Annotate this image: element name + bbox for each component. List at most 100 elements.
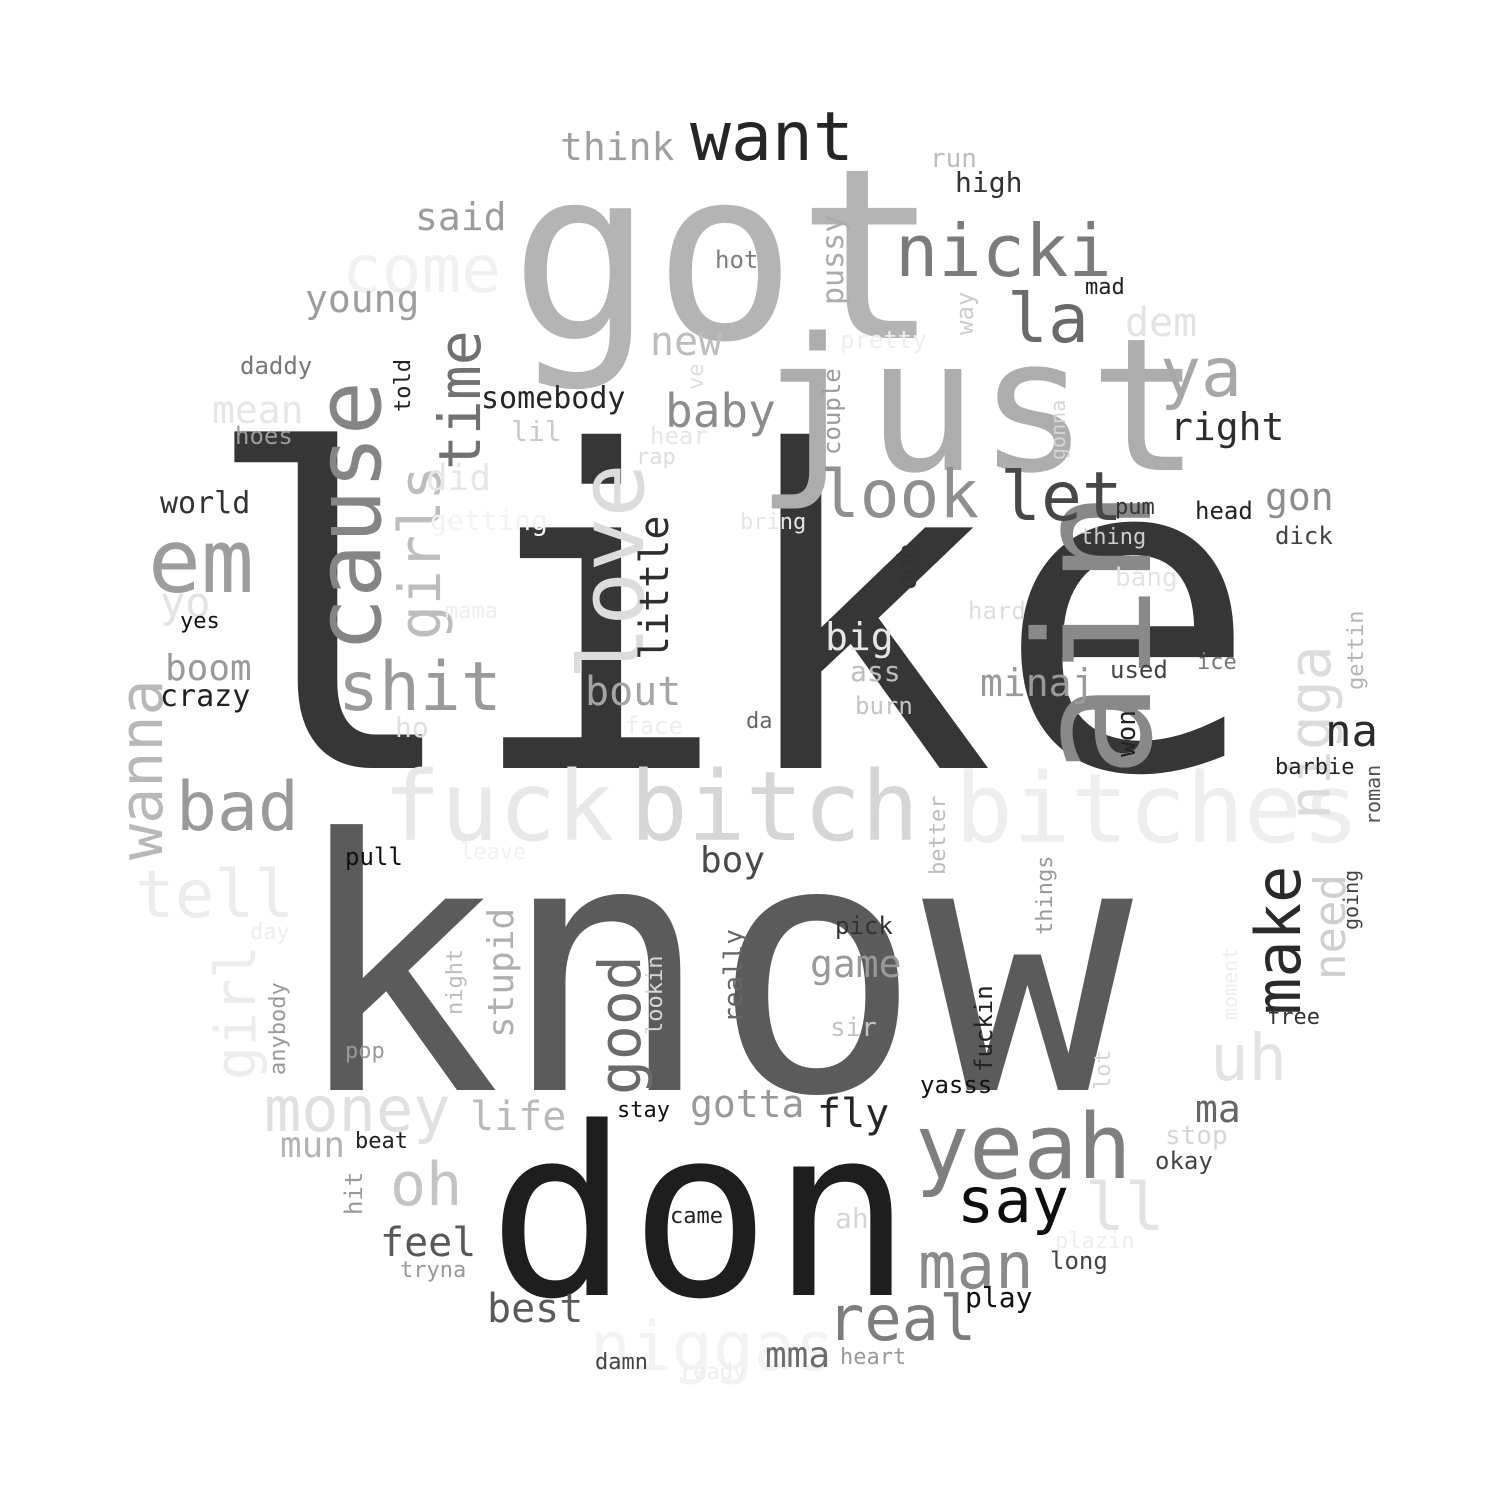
word-fly: fly (817, 1091, 889, 1137)
word-high: high (955, 166, 1022, 199)
word-heart: heart (840, 1345, 906, 1370)
word-bad: bad (176, 768, 299, 847)
word-boy: boy (700, 840, 765, 881)
word-okay: okay (1155, 1147, 1213, 1175)
word-did: did (426, 458, 491, 499)
word-day: day (250, 920, 290, 945)
word-da: da (746, 709, 773, 734)
word-lot: lot (1091, 1050, 1116, 1090)
word-yasss: yasss (920, 1071, 992, 1099)
word-say: say (957, 1164, 1069, 1237)
word-hard: hard (968, 597, 1026, 625)
word-ice: ice (1197, 650, 1237, 675)
word-better: better (926, 796, 951, 875)
word-somebody: somebody (481, 381, 626, 416)
word-time: time (426, 330, 494, 470)
word-think: think (560, 125, 675, 169)
word-little: little (632, 516, 678, 661)
word-burn: burn (855, 692, 913, 720)
word-came: came (670, 1204, 723, 1229)
word-pretty: pretty (840, 326, 927, 354)
word-mun: mun (280, 1125, 345, 1166)
word-really: really (719, 929, 749, 1023)
word-bring: bring (740, 510, 806, 535)
word-going: going (1339, 870, 1363, 930)
word-beat: beat (355, 1129, 408, 1154)
word-lil: lil (511, 415, 562, 448)
word-ain: ain (1001, 489, 1188, 778)
word-hit: hit (340, 1172, 368, 1215)
word-man: man (918, 1230, 1034, 1304)
word-la: la (1007, 280, 1089, 359)
word-sir: sir (830, 1013, 877, 1043)
word-gotta: gotta (690, 1082, 804, 1126)
word-damn: damn (595, 1350, 648, 1375)
word-cause: cause (297, 381, 402, 652)
word-long: long (1050, 1247, 1108, 1275)
word-tryna: tryna (400, 1258, 466, 1283)
word-leave: leave (460, 840, 526, 865)
word-roman: roman (1361, 765, 1385, 825)
word-want: want (690, 98, 854, 177)
word-come: come (342, 231, 501, 308)
word-ah: ah (835, 1202, 869, 1235)
word-mma: mma (765, 1335, 830, 1376)
word-play: play (965, 1281, 1032, 1314)
word-girl: girl (204, 945, 269, 1080)
word-used: used (1110, 656, 1168, 684)
word-ve: ve (684, 364, 709, 391)
word-ready: ready (680, 1360, 746, 1385)
word-bitch: bitch (630, 751, 919, 863)
word-told: told (391, 359, 416, 412)
word-head: head (1195, 497, 1253, 525)
word-big: big (825, 615, 894, 659)
word-rap: rap (636, 445, 676, 470)
word-young: young (305, 277, 419, 321)
word-good: good (586, 955, 654, 1095)
word-nigga: nigga (1276, 645, 1344, 820)
word-bout: bout (585, 669, 681, 715)
word-way: way (951, 292, 979, 335)
word-like: like (200, 360, 1260, 872)
word-run: run (930, 144, 977, 174)
word-dem: dem (1125, 300, 1197, 346)
word-life: life (470, 1094, 566, 1140)
word-boom: boom (165, 648, 252, 689)
word-daddy: daddy (240, 352, 312, 380)
word-just: just (755, 298, 1201, 514)
word-right: right (1170, 405, 1284, 449)
word-em: em (148, 510, 254, 613)
word-won: won (1112, 710, 1142, 757)
word-free: free (1267, 1005, 1320, 1030)
word-things: things (1033, 856, 1058, 935)
word-let: let (1000, 458, 1123, 537)
word-game: game (810, 942, 902, 986)
word-crazy: crazy (160, 679, 250, 714)
word-ya: ya (1160, 334, 1242, 413)
word-real: real (827, 1282, 976, 1355)
word-yes: yes (180, 609, 220, 634)
word-look: look (820, 456, 979, 533)
word-wanna: wanna (107, 679, 177, 860)
word-anybody: anybody (266, 982, 291, 1075)
word-moment: moment (1218, 948, 1242, 1020)
word-pum: pum (1115, 495, 1155, 520)
word-hot: hot (715, 246, 758, 274)
word-got: got (510, 118, 940, 395)
word-barbie: barbie (1275, 755, 1354, 780)
word-uh: uh (1210, 1022, 1287, 1096)
word-dick: dick (1275, 522, 1333, 550)
word-best: best (487, 1286, 583, 1332)
word-plazin: plazin (1055, 1229, 1134, 1254)
word-gon: gon (1265, 475, 1334, 519)
word-face: face (625, 712, 683, 740)
word-pussy: pussy (816, 215, 851, 305)
word-nicki: nicki (895, 209, 1112, 293)
word-world: world (160, 486, 250, 521)
word-bang: bang (1115, 563, 1178, 593)
word-don: don (488, 1078, 912, 1351)
word-feel: feel (380, 1220, 476, 1266)
word-need: need (1305, 874, 1356, 980)
